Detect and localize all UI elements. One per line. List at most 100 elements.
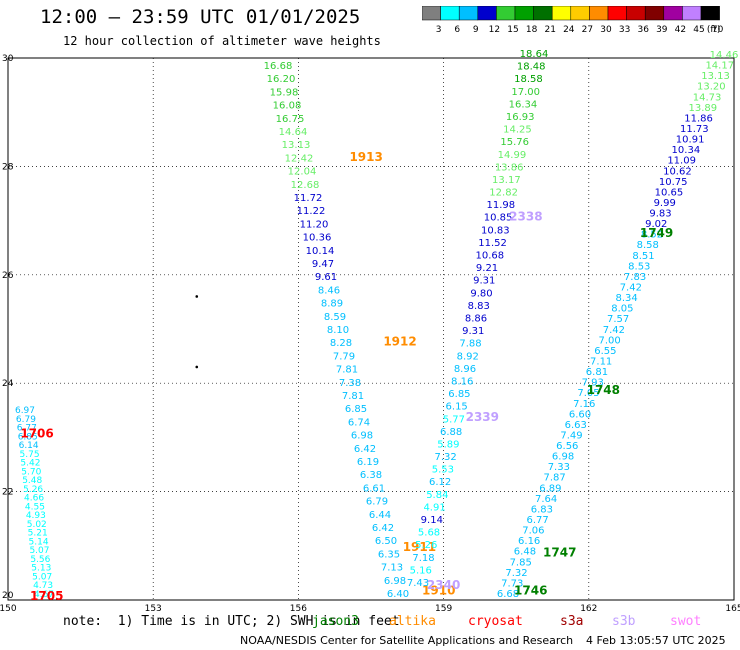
wave-height-value: 14.46 [710, 50, 739, 61]
wave-height-value: 5.16 [410, 565, 432, 576]
pass-time-label: 1705 [30, 589, 63, 603]
wave-height-value: 5.21 [28, 529, 48, 539]
island-dot [195, 295, 199, 298]
wave-height-value: 5.42 [20, 459, 40, 469]
wave-height-value: 7.64 [535, 494, 557, 505]
wave-height-value: 16.75 [276, 114, 305, 125]
y-tick-label: 22 [2, 488, 13, 498]
wave-height-value: 4.55 [25, 502, 45, 512]
wave-height-value: 7.81 [342, 391, 364, 402]
wave-height-value: 7.06 [522, 526, 544, 537]
wave-height-value: 6.42 [372, 523, 394, 534]
wave-height-value: 11.22 [297, 206, 326, 217]
x-tick-label: 159 [435, 604, 452, 612]
x-tick-label: 156 [290, 604, 307, 612]
satellite-label-s3b: s3b [612, 614, 636, 629]
wave-height-value: 7.73 [501, 578, 523, 589]
wave-height-value: 5.07 [32, 572, 52, 582]
island-dot [195, 365, 199, 369]
wave-height-value: 5.84 [426, 490, 448, 501]
wave-height-value: 8.83 [468, 301, 490, 312]
wave-height-value: 8.16 [451, 376, 473, 387]
x-tick-label: 153 [145, 604, 162, 612]
wave-height-value: 7.81 [336, 365, 358, 376]
wave-height-value: 7.93 [582, 378, 604, 389]
legend-label: 33 [619, 25, 630, 35]
legend-label: 24 [563, 25, 575, 35]
wave-height-value: 8.59 [324, 312, 346, 323]
wave-height-value: 5.26 [23, 485, 43, 495]
satellite-label-swot: swot [670, 614, 702, 629]
legend-label: 21 [544, 25, 555, 35]
y-tick-label: 30 [2, 54, 14, 64]
wave-height-value: 6.63 [565, 420, 587, 431]
wave-height-value: 12.42 [285, 153, 314, 164]
wave-height-value: 6.16 [518, 536, 540, 547]
x-tick-label: 162 [580, 604, 597, 612]
wave-height-value: 12.82 [489, 188, 518, 199]
legend-label: 42 [675, 25, 686, 35]
wave-height-value: 6.48 [514, 547, 536, 558]
wave-height-value: 7.05 [577, 388, 599, 399]
wave-height-value: 11.86 [684, 113, 713, 124]
y-tick-label: 24 [2, 379, 14, 389]
wave-height-value: 10.75 [659, 177, 688, 188]
wave-height-value: 6.68 [497, 589, 519, 600]
wave-height-value: 5.75 [20, 450, 40, 460]
legend-unit: (ft) [707, 25, 721, 35]
legend-label: 45 [693, 25, 704, 35]
wave-height-value: 8.46 [318, 285, 340, 296]
wave-height-value: 12.68 [291, 180, 320, 191]
wave-height-value: 6.19 [357, 457, 379, 468]
legend-swatch [700, 6, 720, 21]
wave-height-value: 7.79 [333, 351, 355, 362]
wave-height-value: 8.05 [611, 304, 633, 315]
x-tick-label: 150 [0, 604, 17, 612]
wave-height-value: 6.88 [440, 427, 462, 438]
wave-height-value: 11.72 [294, 193, 323, 204]
wave-height-value: 6.81 [586, 367, 608, 378]
pass-time-label: 1706 [20, 426, 53, 440]
wave-height-value: 6.77 [527, 515, 549, 526]
wave-height-value: 6.83 [531, 504, 553, 515]
wave-height-value: 14.25 [503, 125, 532, 136]
wave-height-value: 6.14 [19, 441, 39, 451]
wave-height-value: 5.13 [31, 564, 51, 574]
wave-height-value: 17.00 [511, 87, 540, 98]
map-title: 12:00 – 23:59 UTC 01/01/2025 [40, 6, 361, 28]
wave-height-value: 13.20 [697, 82, 726, 93]
wave-height-value: 9.31 [462, 326, 484, 337]
legend-label: 36 [637, 25, 649, 35]
wave-height-value: 13.17 [492, 175, 521, 186]
wave-height-value: 9.14 [421, 515, 443, 526]
legend-label: 70 [712, 25, 724, 35]
wave-height-value: 10.62 [663, 166, 692, 177]
wave-height-value: 9.47 [312, 259, 334, 270]
wave-height-value: 10.68 [475, 251, 504, 262]
wave-height-value: 16.93 [506, 112, 535, 123]
wave-height-value: 10.34 [672, 145, 701, 156]
wave-height-value: 5.68 [418, 528, 440, 539]
wave-height-value: 6.15 [446, 402, 468, 413]
wave-height-value: 5.70 [21, 467, 41, 477]
wave-height-value: 6.85 [448, 389, 470, 400]
wave-height-value: 7.88 [459, 339, 481, 350]
wave-height-value: 6.97 [15, 406, 35, 416]
wave-height-value: 6.85 [345, 404, 367, 415]
wave-height-value: 7.43 [407, 578, 429, 589]
legend-label: 3 [436, 25, 442, 35]
wave-height-value: 7.32 [434, 452, 456, 463]
wave-height-value: 6.35 [378, 549, 400, 560]
generated-timestamp: 4 Feb 13:05:57 UTC 2025 [586, 634, 726, 647]
wave-height-value: 7.49 [560, 430, 582, 441]
wave-height-value: 8.28 [330, 338, 352, 349]
wave-height-value: 10.85 [484, 213, 513, 224]
y-tick-label: 28 [2, 162, 14, 172]
wave-height-value: 8.53 [628, 261, 650, 272]
wave-height-value: 11.09 [667, 156, 696, 167]
wave-height-value: 4.93 [26, 511, 46, 521]
legend-label: 30 [600, 25, 612, 35]
wave-height-value: 6.56 [556, 441, 578, 452]
wave-height-value: 13.89 [689, 103, 718, 114]
wave-height-value: 9.21 [476, 263, 498, 274]
